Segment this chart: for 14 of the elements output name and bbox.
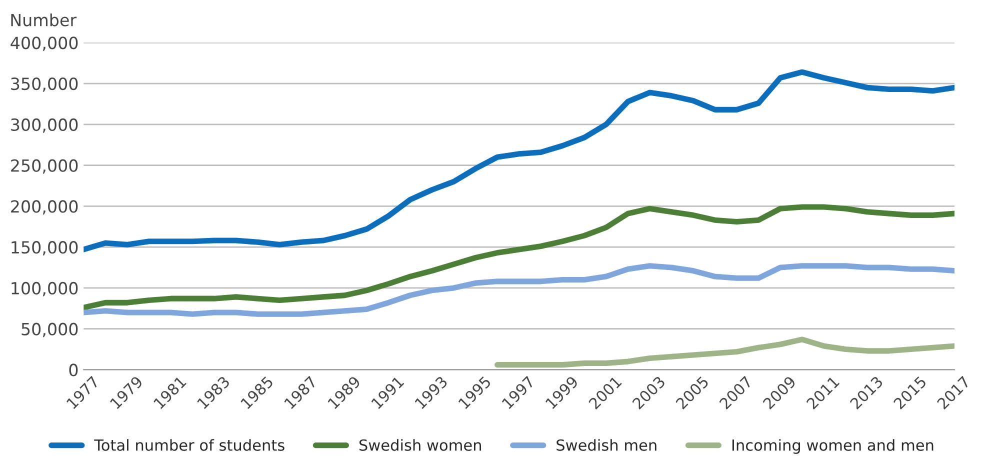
y-tick-label: 200,000 [11,200,78,214]
y-tick-label: 400,000 [10,36,78,51]
legend-label: Incoming women and men [732,439,934,454]
y-tick-label: 150,000 [12,241,78,256]
legend-label: Total number of students [94,439,284,451]
y-tick-label: 250,000 [11,159,78,174]
y-tick-label: 300,000 [11,118,78,133]
legend-label: Swedish women [359,439,481,451]
y-tick-label: 350,000 [11,78,78,92]
y-tick-label: 0 [69,364,78,376]
y-tick-label: 100,000 [12,282,78,296]
y-axis-title: Number [11,13,77,26]
legend-label: Swedish men [556,439,656,451]
y-tick-label: 50,000 [22,322,78,338]
